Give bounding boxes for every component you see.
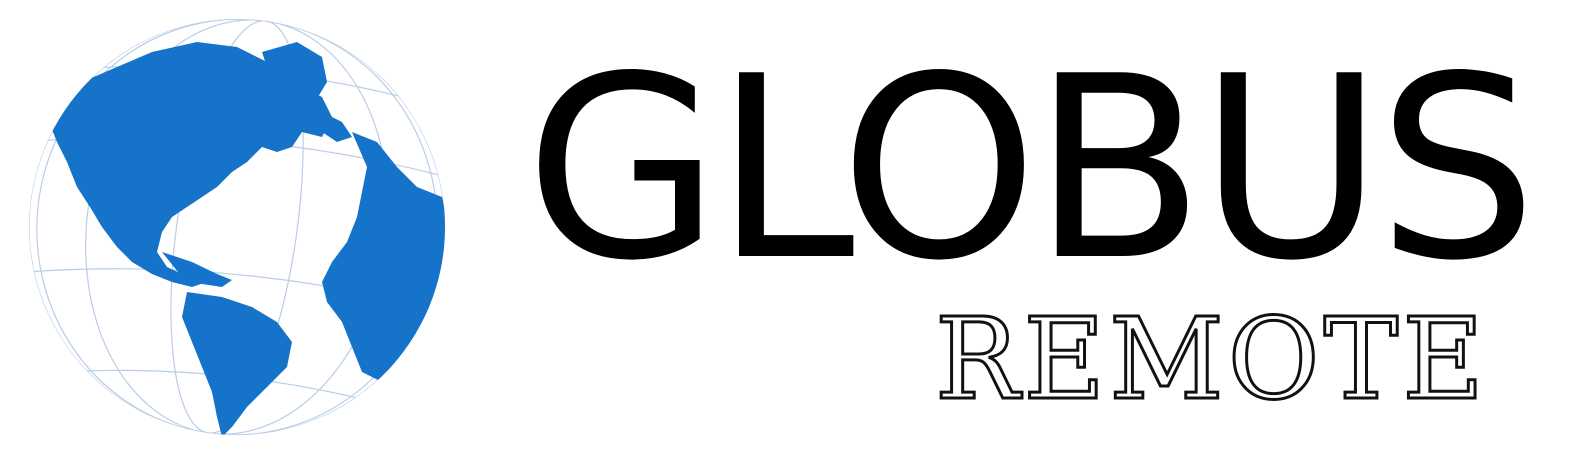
brand-name: GLOBUS (525, 23, 1537, 316)
globe-land (47, 42, 445, 435)
brand-subtitle: REMOTE (934, 295, 1489, 425)
globe-icon (22, 12, 452, 442)
